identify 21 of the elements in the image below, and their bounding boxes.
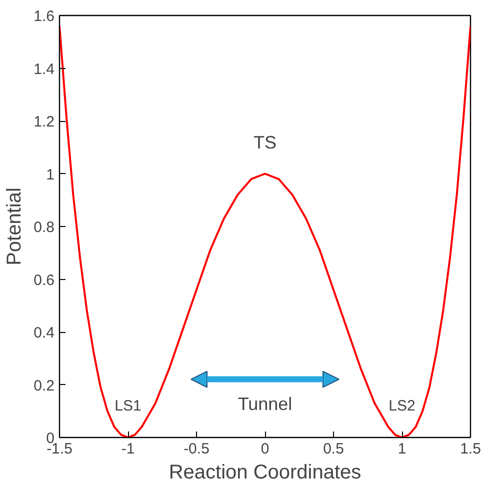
x-tick-label: 1.5	[460, 440, 481, 458]
annotation: LS1	[114, 397, 142, 414]
y-tick-label: 1.2	[34, 114, 55, 130]
y-tick-label: 0.6	[34, 272, 55, 289]
x-tick-label: -0.5	[184, 440, 210, 458]
x-tick-label: -1	[121, 440, 135, 458]
y-tick-label: 0.4	[34, 324, 55, 342]
y-tick-label: 1.4	[34, 60, 55, 78]
y-tick-label: 0.8	[34, 219, 55, 236]
x-tick-label: 0	[260, 440, 270, 458]
x-tick-label: 0.5	[323, 440, 344, 458]
y-tick-label: 0	[46, 430, 54, 447]
annotation: TS	[254, 132, 277, 153]
y-axis-title: Potential	[4, 188, 26, 266]
x-axis-title: Reaction Coordinates	[168, 462, 362, 484]
y-tick-label: 1	[46, 166, 54, 184]
x-tick-label: 1	[398, 440, 406, 458]
y-tick-label: 0.2	[34, 377, 55, 394]
y-tick-label: 1.6	[34, 8, 55, 25]
annotation: Tunnel	[238, 394, 292, 414]
annotation: LS2	[388, 397, 416, 414]
